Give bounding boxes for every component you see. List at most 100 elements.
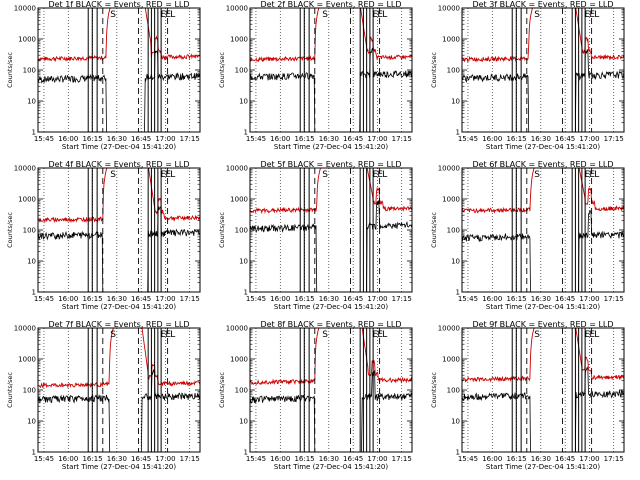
x-tick-label: 17:15 xyxy=(180,455,200,463)
x-tick-label: 16:45 xyxy=(555,135,575,143)
y-tick-label: 1000 xyxy=(442,356,460,364)
marker-letter: S xyxy=(322,10,328,20)
y-tick-label: 100 xyxy=(23,227,36,235)
x-tick-label: 16:45 xyxy=(131,135,151,143)
lld-series-line xyxy=(250,168,412,215)
x-tick-label: 15:45 xyxy=(246,455,266,463)
x-tick-label: 16:30 xyxy=(319,135,339,143)
x-tick-label: 16:00 xyxy=(270,455,290,463)
marker-letter: E xyxy=(161,170,167,180)
x-tick-label: 17:15 xyxy=(604,295,624,303)
y-tick-label: 1000 xyxy=(230,356,248,364)
x-tick-label: 15:45 xyxy=(458,295,478,303)
marker-letter: E xyxy=(589,170,595,180)
events-series-line xyxy=(250,369,412,452)
x-tick-label: 16:45 xyxy=(555,295,575,303)
panel-title: Det 4f BLACK = Events, RED = LLD xyxy=(48,160,189,169)
marker-letter: E xyxy=(585,170,591,180)
panel-title: Det 5f BLACK = Events, RED = LLD xyxy=(260,160,401,169)
lld-series-line xyxy=(462,8,624,63)
marker-letter: S xyxy=(110,170,116,180)
x-tick-label: 16:30 xyxy=(107,295,127,303)
plot-frame xyxy=(461,7,625,133)
marker-letter: L xyxy=(382,10,387,20)
marker-letter: E xyxy=(377,10,383,20)
x-tick-label: 17:15 xyxy=(604,455,624,463)
x-tick-label: 17:00 xyxy=(367,135,387,143)
marker-letter: S xyxy=(534,330,540,340)
marker-letter: E xyxy=(377,330,383,340)
panel-title: Det 7f BLACK = Events, RED = LLD xyxy=(48,320,189,329)
marker-letter: L xyxy=(382,330,387,340)
y-tick-label: 1000 xyxy=(230,36,248,44)
lld-series-line xyxy=(462,328,624,383)
y-tick-label: 1 xyxy=(456,129,460,137)
marker-letter: L xyxy=(594,170,599,180)
y-tick-label: 1000 xyxy=(18,36,36,44)
x-tick-label: 16:45 xyxy=(343,295,363,303)
events-series-line xyxy=(462,366,624,452)
x-tick-label: 16:15 xyxy=(294,455,314,463)
y-tick-label: 10 xyxy=(239,98,248,106)
lld-series-line xyxy=(38,328,200,389)
y-tick-label: 10000 xyxy=(226,325,248,333)
x-axis-label: Start Time (27-Dec-04 15:41:20) xyxy=(62,143,176,151)
plot-frame xyxy=(37,7,201,133)
x-tick-label: 16:45 xyxy=(343,455,363,463)
y-tick-label: 1000 xyxy=(18,196,36,204)
y-tick-label: 1 xyxy=(32,289,36,297)
y-tick-label: 100 xyxy=(447,227,460,235)
x-tick-label: 17:15 xyxy=(180,135,200,143)
y-tick-label: 1000 xyxy=(442,36,460,44)
marker-letter: E xyxy=(165,10,171,20)
panel-title: Det 8f BLACK = Events, RED = LLD xyxy=(260,320,401,329)
y-tick-label: 1 xyxy=(32,449,36,457)
y-tick-label: 10 xyxy=(451,418,460,426)
lld-series-line xyxy=(250,8,412,63)
y-tick-label: 10 xyxy=(27,258,36,266)
marker-letter: S xyxy=(534,170,540,180)
lld-series-line xyxy=(462,168,624,214)
y-tick-label: 10 xyxy=(239,258,248,266)
marker-letter: E xyxy=(377,170,383,180)
x-axis-label: Start Time (27-Dec-04 15:41:20) xyxy=(62,303,176,311)
x-tick-label: 17:00 xyxy=(367,295,387,303)
x-tick-label: 17:00 xyxy=(155,135,175,143)
x-axis-label: Start Time (27-Dec-04 15:41:20) xyxy=(486,463,600,471)
y-axis-label: Counts/sec xyxy=(218,52,226,88)
y-axis-label: Counts/sec xyxy=(6,52,14,88)
events-series-line xyxy=(462,210,624,292)
events-series-line xyxy=(38,50,200,132)
x-tick-label: 17:00 xyxy=(579,455,599,463)
x-tick-label: 17:00 xyxy=(155,455,175,463)
x-tick-label: 16:45 xyxy=(131,295,151,303)
y-tick-label: 100 xyxy=(235,227,248,235)
y-axis-label: Counts/sec xyxy=(218,212,226,248)
events-series-line xyxy=(250,46,412,132)
marker-letter: S xyxy=(534,10,540,20)
x-tick-label: 16:15 xyxy=(506,135,526,143)
marker-letter: S xyxy=(322,170,328,180)
x-tick-label: 16:15 xyxy=(82,455,102,463)
y-axis-label: Counts/sec xyxy=(430,52,438,88)
marker-letter: E xyxy=(373,330,379,340)
marker-letter: E xyxy=(589,330,595,340)
panel-title: Det 2f BLACK = Events, RED = LLD xyxy=(260,0,401,9)
y-tick-label: 100 xyxy=(23,67,36,75)
x-tick-label: 16:45 xyxy=(343,135,363,143)
x-tick-label: 16:30 xyxy=(107,135,127,143)
x-axis-label: Start Time (27-Dec-04 15:41:20) xyxy=(62,463,176,471)
y-tick-label: 10 xyxy=(27,418,36,426)
y-tick-label: 1 xyxy=(32,129,36,137)
marker-letter: E xyxy=(585,10,591,20)
panel-title: Det 3f BLACK = Events, RED = LLD xyxy=(472,0,613,9)
marker-letter: E xyxy=(165,170,171,180)
plot-frame xyxy=(249,167,413,293)
x-tick-label: 16:30 xyxy=(319,455,339,463)
panel-title: Det 1f BLACK = Events, RED = LLD xyxy=(48,0,189,9)
marker-letter: E xyxy=(373,10,379,20)
x-tick-label: 16:45 xyxy=(131,455,151,463)
lld-series-line xyxy=(38,8,200,63)
